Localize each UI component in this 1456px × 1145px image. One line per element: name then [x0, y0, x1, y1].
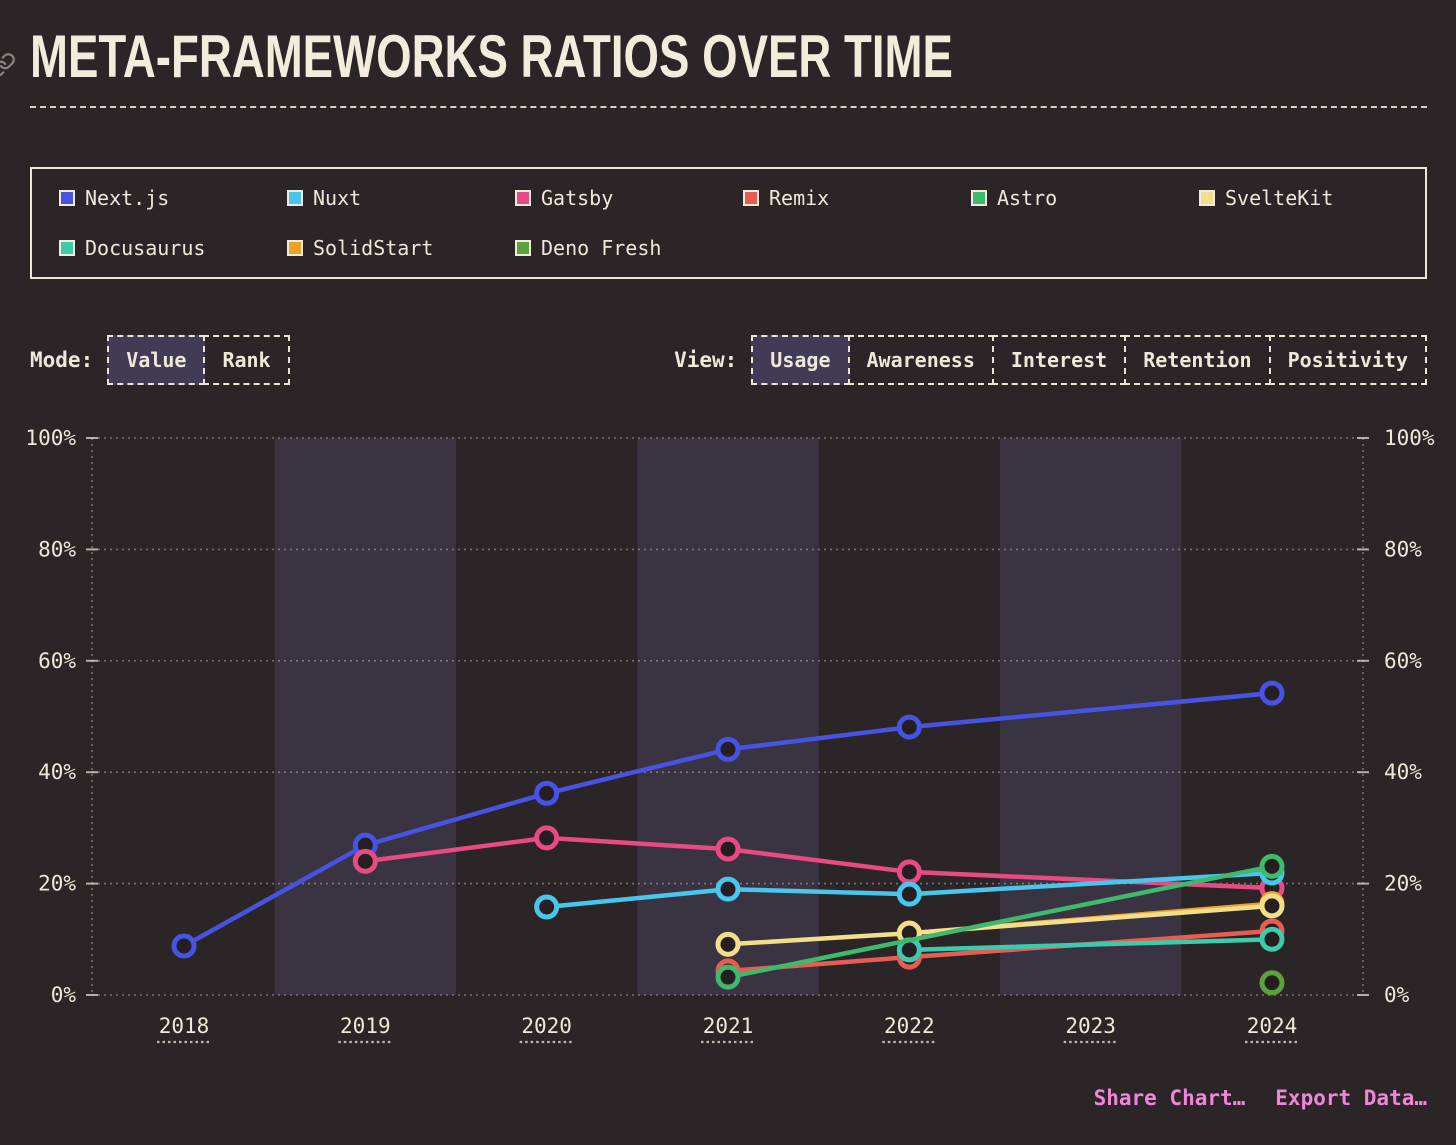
mode-button-rank[interactable]: Rank [203, 335, 290, 385]
data-point-nuxt-2022[interactable] [896, 881, 922, 907]
data-point-nuxt-2021[interactable] [715, 876, 741, 902]
legend-swatch [287, 190, 303, 206]
y-axis-label-left-60: 60% [38, 649, 76, 673]
legend-label: Remix [769, 186, 830, 210]
series-line-docusaurus [907, 937, 1275, 953]
data-point-next-js-2024[interactable] [1259, 680, 1285, 706]
data-point-sveltekit-2024[interactable] [1259, 893, 1285, 919]
legend-label: Gatsby [541, 186, 614, 210]
legend-label: SvelteKit [1225, 186, 1334, 210]
x-axis-year-2020[interactable]: 2020 [521, 1014, 572, 1038]
legend-item-next-js[interactable]: Next.js [59, 186, 287, 210]
y-axis-label-right-20: 20% [1384, 872, 1422, 896]
series-line-astro [725, 864, 1275, 980]
series-line-nuxt [544, 870, 1275, 910]
x-axis-year-2019[interactable]: 2019 [340, 1014, 391, 1038]
view-control: View: Usage Awareness Interest Retention Pos… [674, 335, 1427, 385]
x-axis-year-2022[interactable]: 2022 [884, 1014, 935, 1038]
data-point-gatsby-2019[interactable] [352, 848, 378, 874]
y-axis-label-left-40: 40% [38, 760, 76, 784]
mode-control: Mode: Value Rank [30, 335, 290, 385]
legend-label: SolidStart [313, 236, 434, 260]
legend-swatch [743, 190, 759, 206]
data-point-nuxt-2020[interactable] [534, 894, 560, 920]
y-axis-label-right-0: 0% [1384, 983, 1410, 1007]
x-axis-year-2024[interactable]: 2024 [1247, 1014, 1298, 1038]
data-point-gatsby-2021[interactable] [715, 836, 741, 862]
legend-swatch [1199, 190, 1215, 206]
legend-label: Astro [997, 186, 1058, 210]
data-point-gatsby-2022[interactable] [896, 859, 922, 885]
export-data-link[interactable]: Export Data… [1275, 1086, 1427, 1110]
mode-button-value[interactable]: Value [107, 335, 206, 385]
legend-item-astro[interactable]: Astro [971, 186, 1199, 210]
data-point-gatsby-2020[interactable] [534, 825, 560, 851]
legend-swatch [287, 240, 303, 256]
x-axis-year-2018[interactable]: 2018 [159, 1014, 210, 1038]
view-button-group: Usage Awareness Interest Retention Positivit… [751, 335, 1427, 385]
y-axis-label-left-20: 20% [38, 872, 76, 896]
legend-label: Next.js [85, 186, 170, 210]
data-point-next-js-2020[interactable] [534, 780, 560, 806]
controls-row: Mode: Value Rank View: Usage Awareness Inte… [30, 335, 1427, 385]
legend-swatch [59, 190, 75, 206]
legend: Next.js Nuxt Gatsby Remix Astro SvelteKit Docu… [30, 167, 1427, 279]
legend-label: Deno Fresh [541, 236, 662, 260]
data-point-next-js-2018[interactable] [171, 933, 197, 959]
footer-links: Share Chart… Export Data… [1094, 1086, 1427, 1110]
y-axis-label-right-80: 80% [1384, 537, 1422, 561]
legend-swatch [515, 190, 531, 206]
legend-item-docusaurus[interactable]: Docusaurus [59, 236, 287, 260]
data-point-next-js-2021[interactable] [715, 736, 741, 762]
legend-swatch [59, 240, 75, 256]
y-axis-label-right-40: 40% [1384, 760, 1422, 784]
y-axis-label-left-80: 80% [38, 537, 76, 561]
y-axis-label-right-100: 100% [1384, 426, 1435, 450]
legend-label: Docusaurus [85, 236, 206, 260]
view-button-retention[interactable]: Retention [1124, 335, 1271, 385]
year-band-2019 [274, 438, 456, 995]
legend-item-sveltekit[interactable]: SvelteKit [1199, 186, 1427, 210]
series-line-next-js [181, 690, 1275, 949]
view-button-positivity[interactable]: Positivity [1268, 335, 1427, 385]
data-point-astro-2021[interactable] [715, 964, 741, 990]
view-button-usage[interactable]: Usage [751, 335, 850, 385]
data-point-astro-2024[interactable] [1259, 853, 1285, 879]
year-band-2021 [637, 438, 819, 995]
legend-swatch [971, 190, 987, 206]
x-axis-year-2023[interactable]: 2023 [1065, 1014, 1116, 1038]
legend-item-deno-fresh[interactable]: Deno Fresh [515, 236, 743, 260]
data-point-docusaurus-2024[interactable] [1259, 926, 1285, 952]
view-button-awareness[interactable]: Awareness [847, 335, 994, 385]
legend-item-remix[interactable]: Remix [743, 186, 971, 210]
title-divider [30, 106, 1427, 108]
page-title: META-FRAMEWORKS RATIOS OVER TIME [30, 23, 953, 90]
mode-label: Mode: [30, 348, 94, 372]
x-axis-year-2021[interactable]: 2021 [703, 1014, 754, 1038]
legend-swatch [515, 240, 531, 256]
data-point-next-js-2022[interactable] [896, 714, 922, 740]
view-label: View: [674, 348, 738, 372]
legend-item-gatsby[interactable]: Gatsby [515, 186, 743, 210]
data-point-deno-fresh-2024[interactable] [1259, 970, 1285, 996]
data-point-sveltekit-2021[interactable] [715, 931, 741, 957]
link-icon[interactable] [0, 52, 16, 78]
y-axis-label-left-100: 100% [25, 426, 76, 450]
y-axis-label-right-60: 60% [1384, 649, 1422, 673]
legend-item-nuxt[interactable]: Nuxt [287, 186, 515, 210]
legend-item-solidstart[interactable]: SolidStart [287, 236, 515, 260]
legend-label: Nuxt [313, 186, 362, 210]
mode-button-group: Value Rank [107, 335, 290, 385]
y-axis-label-left-0: 0% [51, 983, 77, 1007]
share-chart-link[interactable]: Share Chart… [1093, 1086, 1246, 1110]
